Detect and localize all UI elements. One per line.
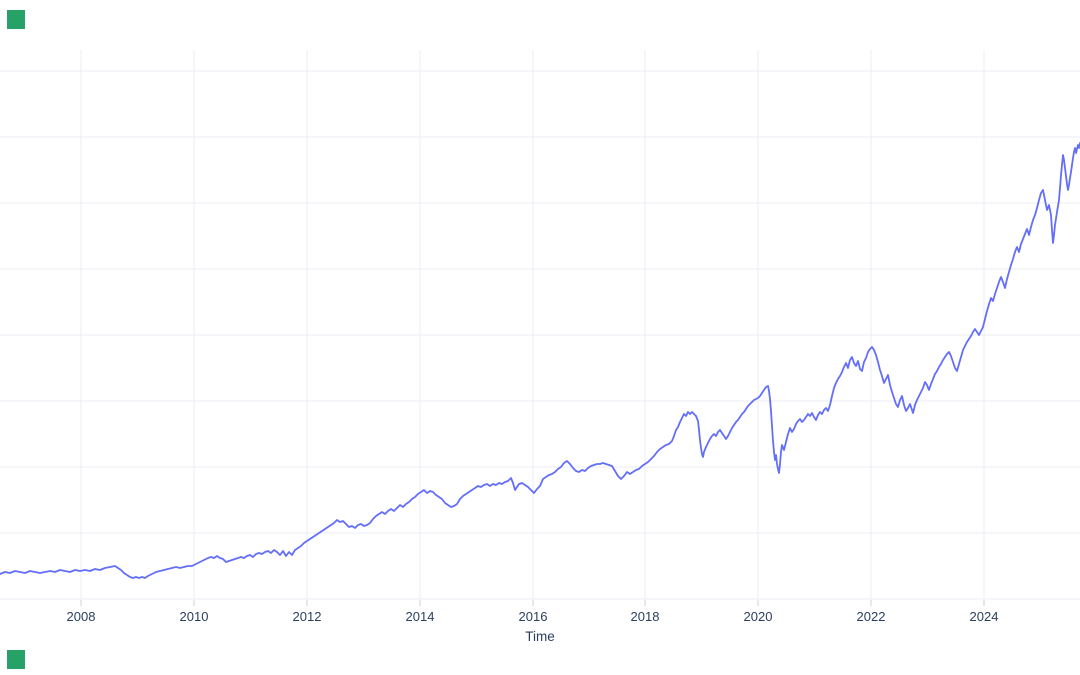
corner-marker-top-left <box>7 10 25 29</box>
x-tick-label: 2024 <box>970 609 999 624</box>
x-tick-label: 2016 <box>519 609 548 624</box>
x-axis-ticks <box>80 600 985 606</box>
x-tick-label: 2020 <box>744 609 773 624</box>
x-tick-label: 2010 <box>180 609 209 624</box>
x-tick-label: 2012 <box>293 609 322 624</box>
time-series-line <box>0 142 1080 579</box>
horizontal-gridlines <box>0 70 1080 600</box>
x-axis-tick-labels: 2008 2010 2012 2014 2016 2018 2020 2022 2024 <box>67 609 999 624</box>
x-tick-label: 2014 <box>406 609 435 624</box>
x-tick-label: 2018 <box>631 609 660 624</box>
vertical-gridlines <box>80 50 985 599</box>
x-tick-label: 2022 <box>857 609 886 624</box>
corner-marker-bottom-left <box>7 650 25 669</box>
x-tick-label: 2008 <box>67 609 96 624</box>
